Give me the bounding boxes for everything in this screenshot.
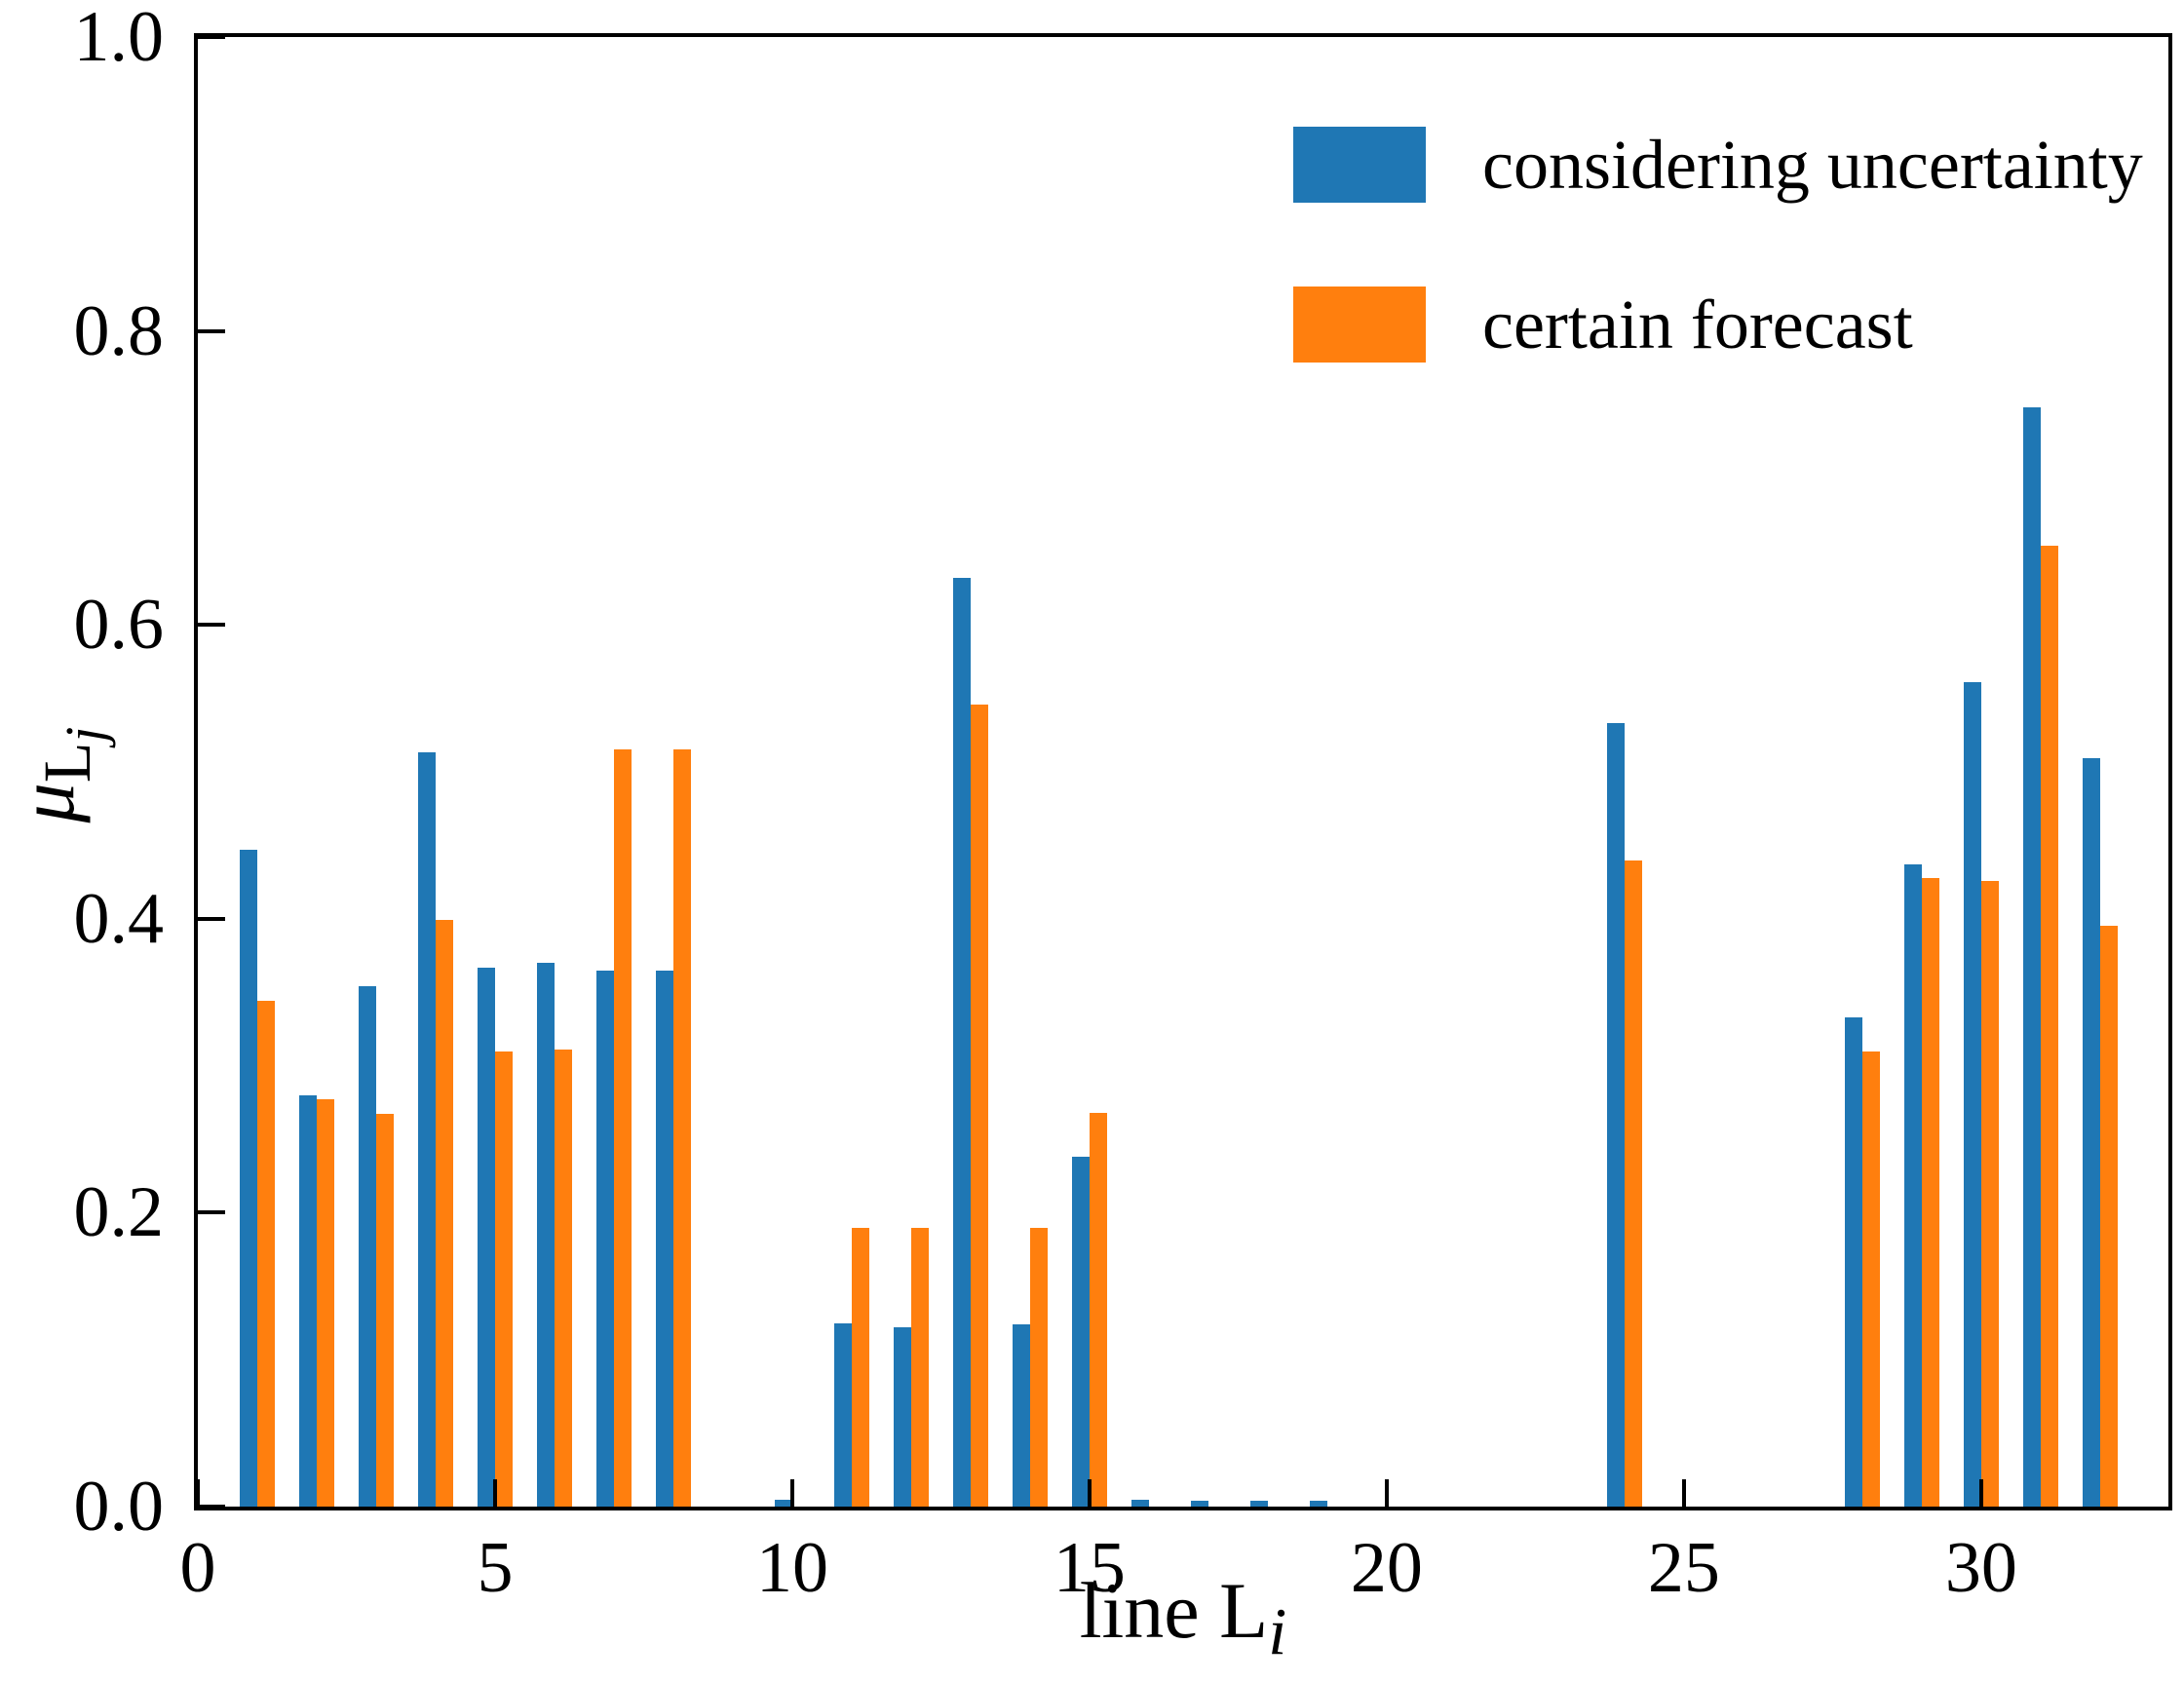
y-tick-label-1.0: 1.0	[73, 0, 165, 77]
bar-certain-forecast-line-31	[2040, 545, 2059, 1507]
bar-considering-uncertainty-line-30	[1963, 682, 1981, 1507]
bar-certain-forecast-line-13	[970, 704, 989, 1507]
x-axis-title-subscript: i	[1268, 1594, 1287, 1669]
legend-label-considering-uncertainty: considering uncertainty	[1482, 126, 2143, 204]
bar-considering-uncertainty-line-1	[239, 849, 257, 1507]
y-axis-title: μLj	[2, 727, 117, 823]
x-tick-label-25: 25	[1647, 1528, 1720, 1608]
legend-row-considering-uncertainty: considering uncertainty	[1293, 127, 2143, 203]
x-tick-label-30: 30	[1944, 1528, 2017, 1608]
y-tick-0.2	[198, 1210, 225, 1215]
bar-certain-forecast-line-5	[495, 1051, 514, 1507]
y-tick-0.0	[198, 1505, 225, 1509]
bar-considering-uncertainty-line-15	[1071, 1157, 1090, 1507]
bar-certain-forecast-line-3	[376, 1114, 395, 1507]
legend: considering uncertainty certain forecast	[1293, 127, 2143, 446]
y-tick-label-0.2: 0.2	[73, 1172, 165, 1253]
x-tick-15	[1087, 1479, 1092, 1507]
y-tick-0.8	[198, 328, 225, 333]
bar-considering-uncertainty-line-13	[952, 577, 971, 1507]
x-tick-10	[790, 1479, 794, 1507]
bar-certain-forecast-line-7	[614, 749, 632, 1507]
bar-considering-uncertainty-line-28	[1844, 1016, 1862, 1507]
legend-label-certain-forecast: certain forecast	[1482, 286, 1913, 363]
bar-considering-uncertainty-line-31	[2022, 407, 2041, 1507]
bar-considering-uncertainty-line-3	[358, 986, 376, 1507]
y-tick-label-0.0: 0.0	[73, 1467, 165, 1547]
bar-certain-forecast-line-32	[2099, 926, 2119, 1507]
plot-area	[194, 33, 2172, 1510]
x-tick-5	[493, 1479, 497, 1507]
bar-considering-uncertainty-line-24	[1606, 723, 1625, 1507]
y-tick-label-0.4: 0.4	[73, 878, 165, 959]
x-tick-label-20: 20	[1350, 1528, 1423, 1608]
bar-certain-forecast-line-29	[1921, 877, 1940, 1507]
x-tick-30	[1978, 1479, 1983, 1507]
bar-considering-uncertainty-line-2	[298, 1094, 317, 1507]
bar-certain-forecast-line-11	[852, 1227, 870, 1507]
legend-swatch-orange-icon	[1293, 287, 1426, 363]
bar-considering-uncertainty-line-32	[2082, 758, 2100, 1507]
bar-certain-forecast-line-6	[555, 1050, 573, 1507]
x-axis-title: line Li	[1080, 1571, 1287, 1665]
x-tick-25	[1681, 1479, 1686, 1507]
bar-certain-forecast-line-4	[436, 920, 454, 1507]
bar-certain-forecast-line-2	[317, 1099, 335, 1507]
bar-considering-uncertainty-line-8	[655, 970, 673, 1507]
y-axis-title-subsub: j	[56, 726, 118, 743]
y-axis-title-sub: L	[30, 742, 105, 784]
y-tick-1.0	[198, 35, 225, 39]
x-tick-20	[1384, 1479, 1389, 1507]
bar-certain-forecast-line-30	[1980, 880, 2000, 1507]
bar-certain-forecast-line-14	[1029, 1227, 1049, 1507]
legend-row-certain-forecast: certain forecast	[1293, 287, 2143, 363]
bar-considering-uncertainty-line-19	[1309, 1501, 1327, 1507]
bar-considering-uncertainty-line-29	[1903, 864, 1922, 1507]
x-tick-label-15: 15	[1053, 1528, 1126, 1608]
legend-swatch-blue-icon	[1293, 127, 1426, 203]
bar-certain-forecast-line-1	[257, 1001, 276, 1507]
bar-considering-uncertainty-line-5	[477, 967, 495, 1507]
bar-considering-uncertainty-line-6	[536, 963, 555, 1507]
bar-certain-forecast-line-15	[1089, 1112, 1108, 1507]
y-tick-label-0.6: 0.6	[73, 585, 165, 666]
bar-certain-forecast-line-8	[673, 749, 692, 1507]
x-tick-label-0: 0	[179, 1528, 216, 1608]
y-axis-title-mu: μ	[1, 783, 91, 823]
bar-certain-forecast-line-12	[910, 1227, 930, 1507]
bar-considering-uncertainty-line-4	[417, 752, 436, 1507]
x-tick-label-5: 5	[477, 1528, 514, 1608]
y-tick-label-0.8: 0.8	[73, 290, 165, 371]
y-tick-0.6	[198, 623, 225, 628]
bar-considering-uncertainty-line-16	[1130, 1499, 1149, 1507]
y-tick-0.4	[198, 916, 225, 921]
bar-considering-uncertainty-line-11	[833, 1322, 852, 1507]
x-axis-title-text: line L	[1079, 1566, 1269, 1655]
bar-considering-uncertainty-line-12	[893, 1327, 911, 1507]
x-tick-label-10: 10	[756, 1528, 828, 1608]
bar-considering-uncertainty-line-18	[1249, 1501, 1268, 1507]
bar-certain-forecast-line-24	[1624, 860, 1643, 1507]
x-tick-0	[196, 1479, 200, 1507]
bar-considering-uncertainty-line-7	[595, 970, 614, 1507]
bar-certain-forecast-line-28	[1861, 1051, 1881, 1507]
bar-considering-uncertainty-line-17	[1190, 1501, 1208, 1507]
bar-considering-uncertainty-line-10	[774, 1499, 792, 1507]
bar-considering-uncertainty-line-14	[1012, 1324, 1030, 1507]
